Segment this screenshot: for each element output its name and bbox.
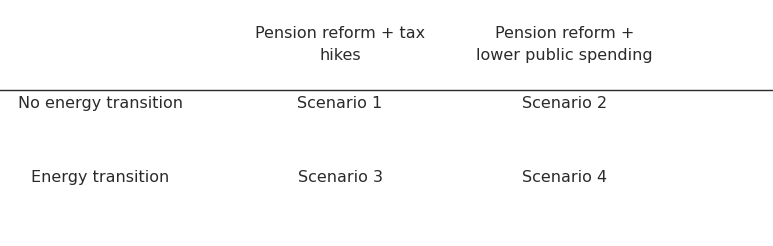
Text: Energy transition: Energy transition	[32, 170, 169, 184]
Text: Scenario 2: Scenario 2	[522, 96, 607, 111]
Text: Pension reform + tax
hikes: Pension reform + tax hikes	[255, 26, 425, 63]
Text: Scenario 3: Scenario 3	[298, 170, 383, 184]
Text: No energy transition: No energy transition	[18, 96, 183, 111]
Text: Pension reform +
lower public spending: Pension reform + lower public spending	[476, 26, 652, 63]
Text: Scenario 1: Scenario 1	[298, 96, 383, 111]
Text: Scenario 4: Scenario 4	[522, 170, 607, 184]
